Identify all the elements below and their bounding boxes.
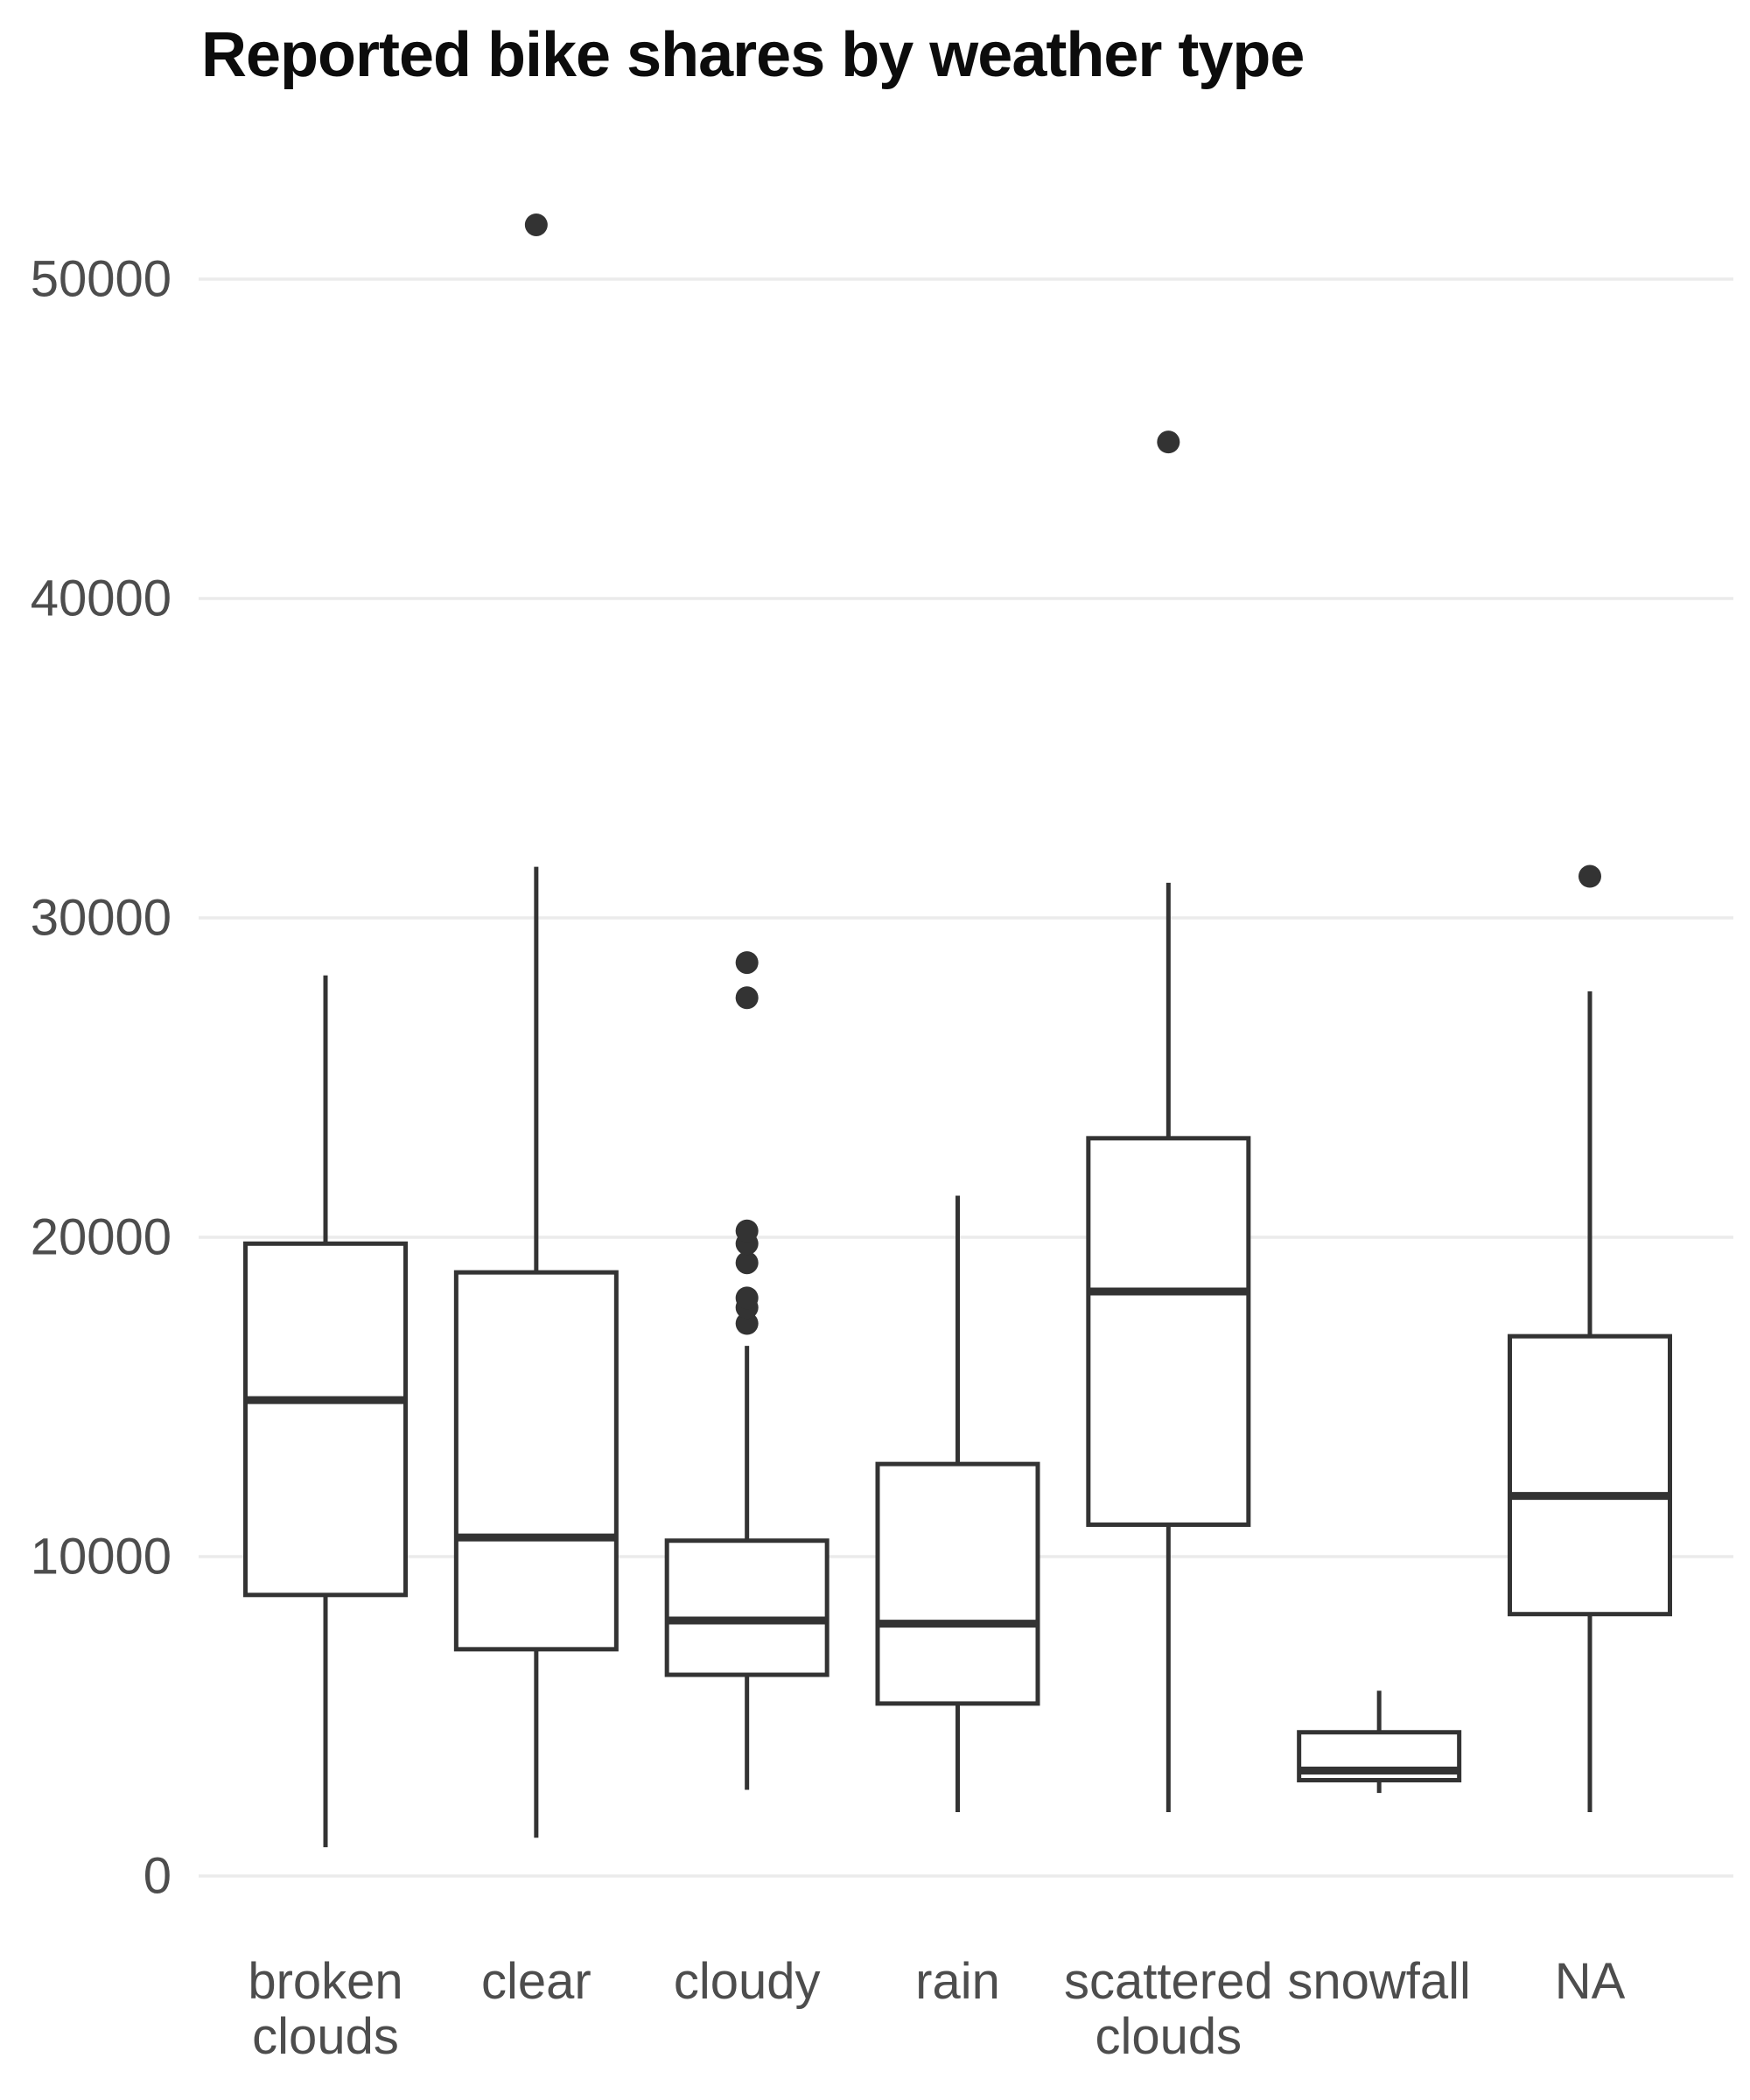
outlier-dot <box>735 1219 759 1242</box>
x-axis-label: broken clouds <box>248 1953 402 2065</box>
y-tick-label: 30000 <box>31 890 172 947</box>
x-axis-label: NA <box>1555 1953 1626 2010</box>
x-axis-label: clear <box>481 1953 592 2010</box>
box-rect <box>875 1461 1040 1706</box>
outlier-dot <box>735 1312 759 1335</box>
box-rect <box>1086 1136 1251 1527</box>
y-tick-label: 50000 <box>31 251 172 308</box>
outlier-dot <box>735 1286 759 1310</box>
y-tick-label: 40000 <box>31 570 172 627</box>
x-axis-label: snowfall <box>1287 1953 1471 2010</box>
x-axis-label: scattered clouds <box>1064 1953 1273 2065</box>
outlier-dot <box>735 951 759 975</box>
y-tick-label: 20000 <box>31 1209 172 1266</box>
y-tick-label: 0 <box>144 1848 172 1905</box>
x-axis-label: cloudy <box>674 1953 821 2010</box>
box-rect <box>664 1538 830 1677</box>
box-rect <box>1507 1334 1672 1617</box>
y-tick-label: 10000 <box>31 1529 172 1586</box>
outlier-dot <box>735 1251 759 1275</box>
box-rect <box>243 1241 409 1598</box>
chart-title: Reported bike shares by weather type <box>201 20 1305 90</box>
outlier-dot <box>1578 864 1601 888</box>
x-axis-label: rain <box>915 1953 1000 2010</box>
outlier-dot <box>1157 430 1180 454</box>
box-rect <box>453 1270 619 1652</box>
outlier-dot <box>524 213 548 236</box>
outlier-dot <box>735 986 759 1010</box>
